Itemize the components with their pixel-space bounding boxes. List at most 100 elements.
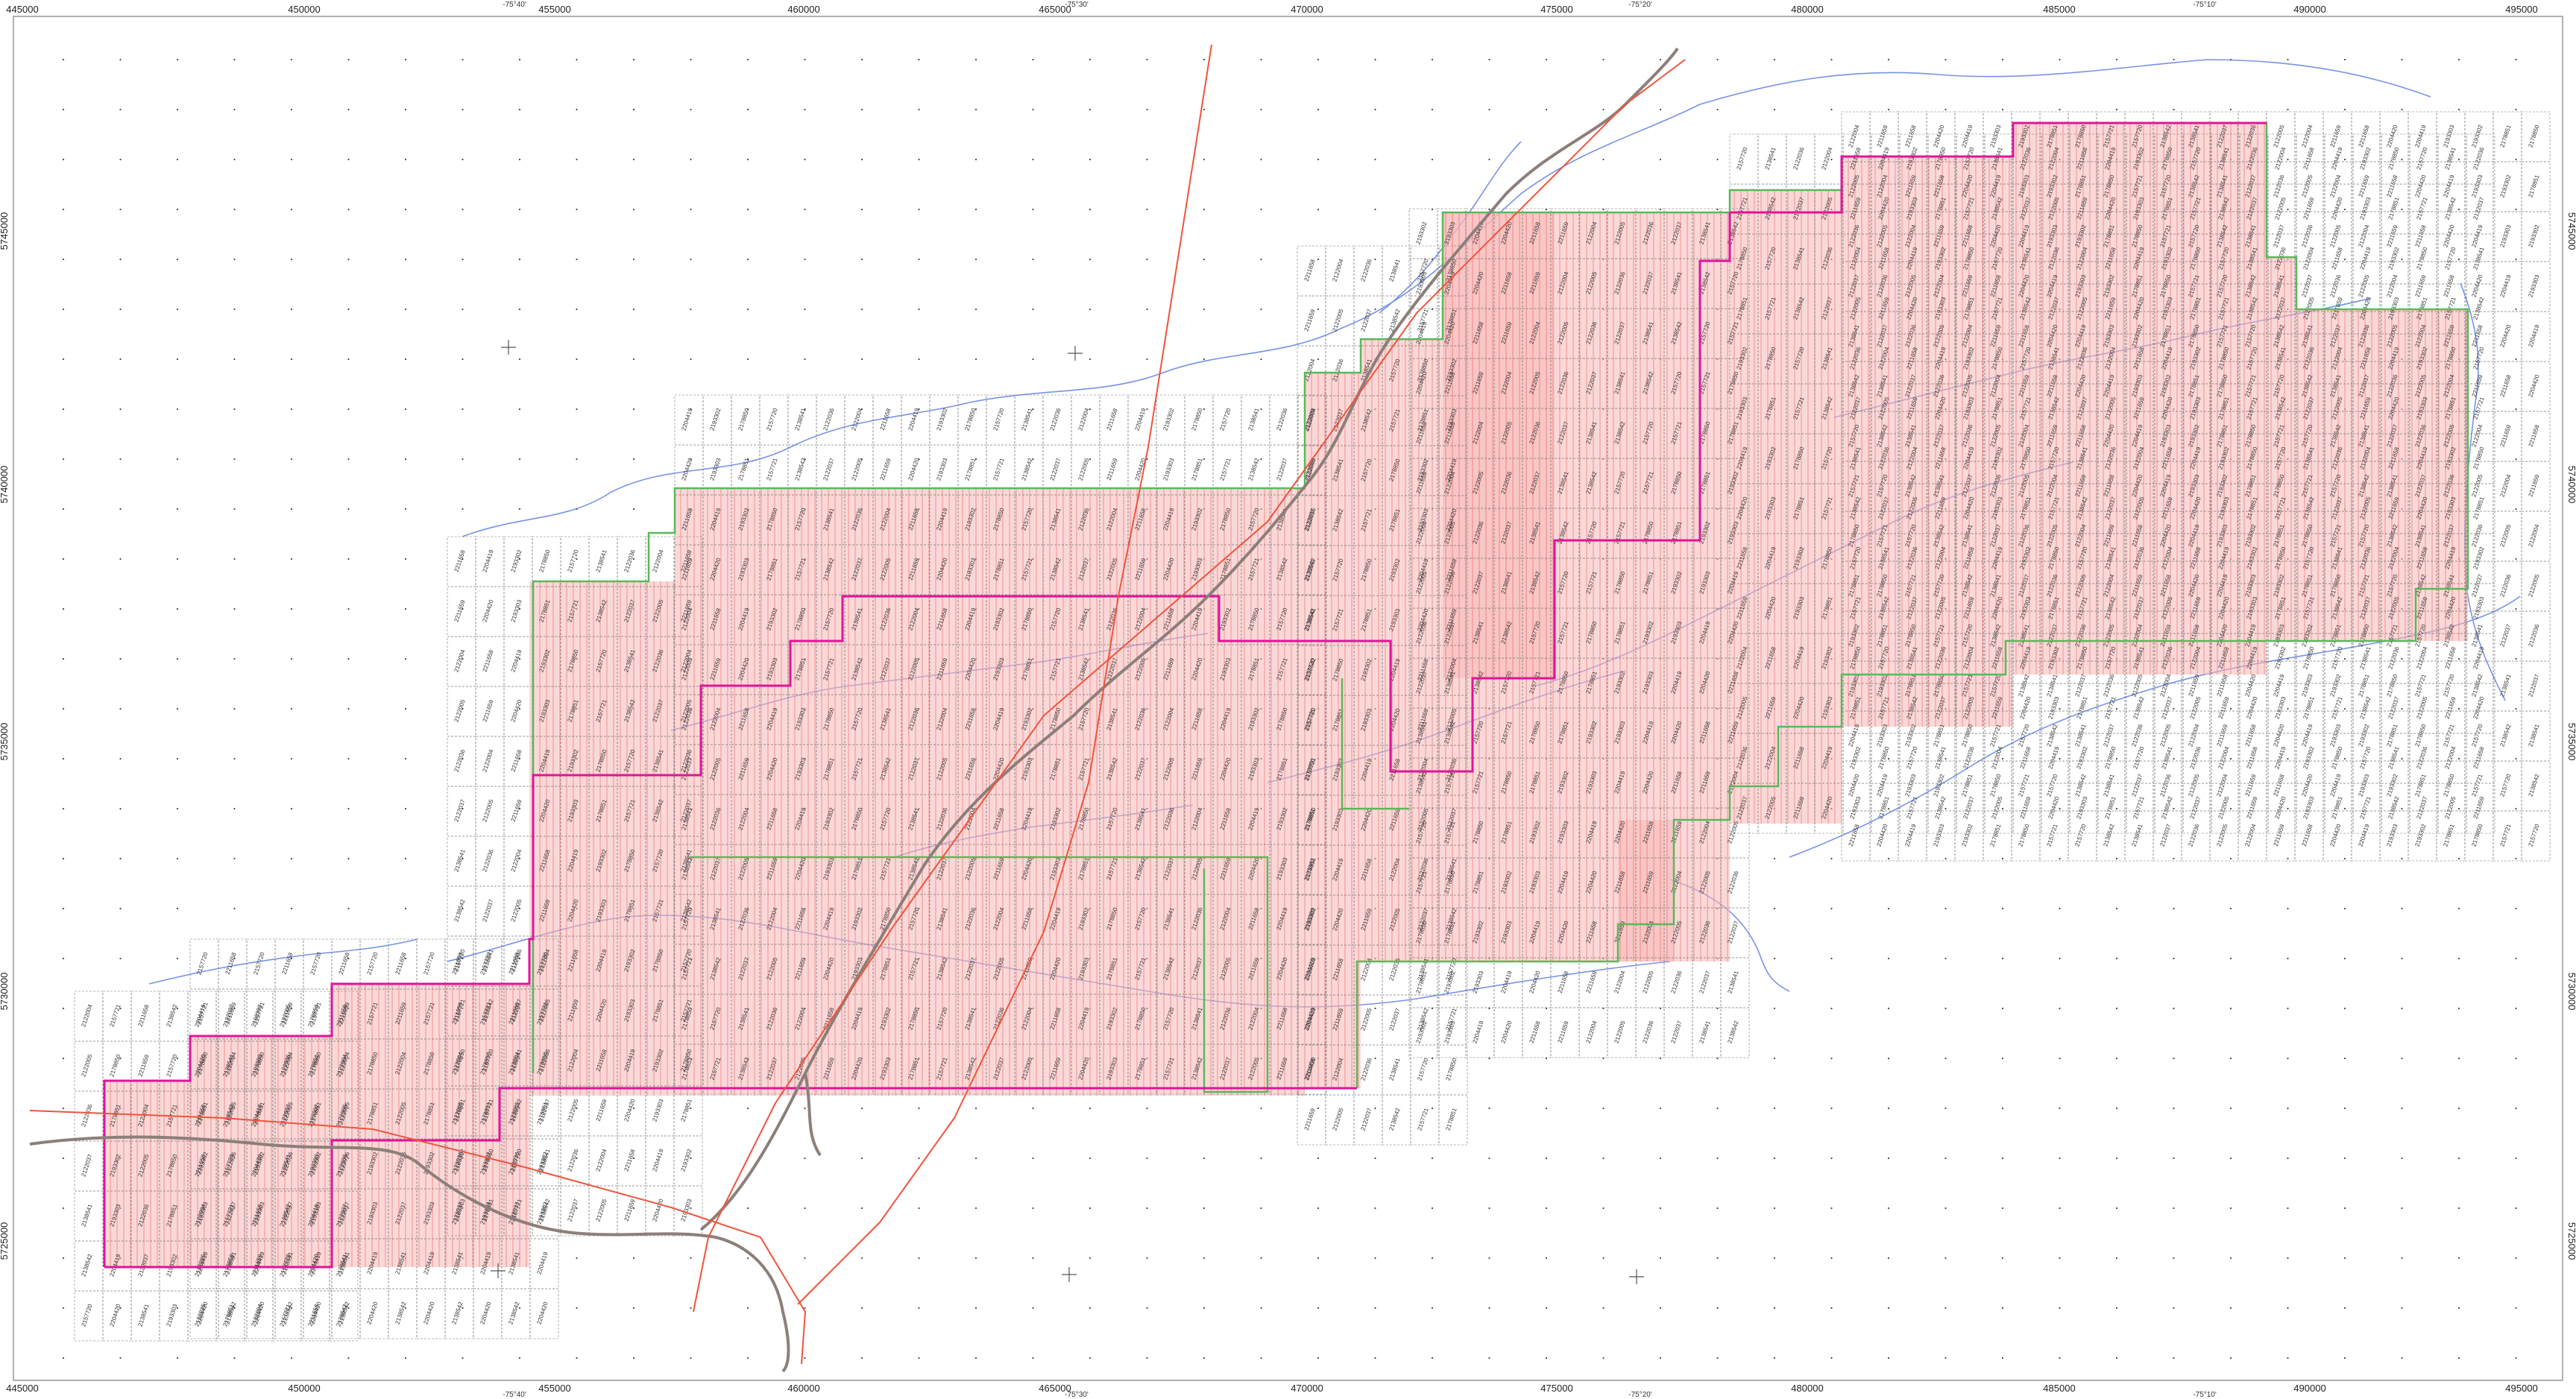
claim-cell-number: 2122036 <box>2528 623 2541 648</box>
claim-cell-number: 2204419 <box>2443 174 2456 198</box>
grid-dot <box>347 707 350 710</box>
claim-cell <box>1720 757 1750 809</box>
longitude-label-top: -75°40' <box>503 1 526 9</box>
claim-cell-number: 2193302 <box>1961 823 1974 847</box>
grid-dot <box>860 208 863 211</box>
grid-dot <box>2173 1007 2175 1010</box>
claim-cell <box>673 736 703 787</box>
grid-dot <box>233 108 236 111</box>
claim-cell-number: 2211659 <box>2386 224 2399 247</box>
claim-cell-number: 2122004 <box>1991 745 2004 770</box>
grid-dot <box>62 508 65 511</box>
claim-cell-number: 2122004 <box>2188 723 2201 748</box>
grid-dot <box>1545 108 1548 111</box>
grid-dot <box>1602 1057 1605 1060</box>
grid-dot <box>404 1307 407 1310</box>
claim-cell <box>673 1085 703 1137</box>
grid-dot <box>518 58 521 61</box>
claim-cell-number: 2122005 <box>1332 1107 1345 1131</box>
grid-dot <box>1488 208 1490 211</box>
claim-cell-number: 2122005 <box>482 798 495 823</box>
grid-dot <box>2515 1157 2517 1160</box>
claim-cell-number: 2122037 <box>2273 224 2286 248</box>
claim-cell <box>1297 894 1327 945</box>
grid-dot <box>2115 1107 2118 1110</box>
grid-dot <box>1260 358 1262 361</box>
claim-cell-number: 2138541 <box>2046 673 2059 698</box>
claim-cell-number: 2122036 <box>1276 407 1289 432</box>
grid-dot <box>1203 1307 1206 1310</box>
claim-cell-number: 2122004 <box>595 1148 608 1172</box>
claim-cell-number: 2193302 <box>2472 546 2486 570</box>
claim-cell-number: 2122037 <box>2416 795 2429 820</box>
grid-dot <box>2287 158 2289 161</box>
northing-label-left: 5730000 <box>0 973 10 1011</box>
grid-dot <box>974 1107 977 1110</box>
claim-cell-number: 2204420 <box>2047 795 2061 820</box>
grid-dot <box>1488 1157 1490 1160</box>
grid-dot <box>347 558 350 560</box>
claim-cell-number: 2122036 <box>567 1148 580 1172</box>
claim-cell-number: 2193302 <box>936 407 949 432</box>
claim-cell-number: 2178851 <box>1445 1107 1458 1131</box>
claim-cell-number: 2122036 <box>1792 146 1806 171</box>
claim-cell-number: 2211659 <box>2358 174 2371 198</box>
grid-dot <box>62 1057 65 1060</box>
grid-dot <box>1716 108 1719 111</box>
claim-cell-number: 2157720 <box>2472 346 2486 370</box>
claim-cell <box>1438 645 1468 696</box>
claim-cell-number: 2193302 <box>2329 673 2343 698</box>
claim-cell-number: 2122005 <box>851 457 864 481</box>
claim-block-hatch <box>1443 212 1555 678</box>
grid-dot <box>1032 1357 1034 1359</box>
grid-dot <box>918 1207 920 1210</box>
grid-dot <box>690 1157 692 1160</box>
easting-label-bottom: 480000 <box>1791 1383 1823 1394</box>
grid-dot <box>119 508 122 511</box>
claim-cell-number: 2157720 <box>766 407 779 432</box>
grid-dot <box>1545 208 1548 211</box>
claim-cell <box>1297 444 1327 496</box>
claim-cell-number: 2122005 <box>2273 124 2286 148</box>
claim-cell-number: 2138542 <box>2359 695 2372 720</box>
claim-cell-number: 2122037 <box>1049 457 1062 481</box>
grid-dot <box>290 607 293 610</box>
claim-cell-number: 2138542 <box>2528 773 2541 798</box>
grid-dot <box>1944 108 1947 111</box>
bottom-longitude-labels: -75°40' -75°30' -75°20' -75°10' <box>503 1391 2217 1399</box>
claim-cell-number: 2178851 <box>2414 773 2428 798</box>
grid-dot <box>2401 1157 2403 1160</box>
grid-dot <box>462 607 464 610</box>
claim-cell-number: 2204419 <box>1961 124 1974 148</box>
grid-dot <box>462 807 464 810</box>
northing-label-left: 5740000 <box>0 466 10 504</box>
claim-cell-number: 2122004 <box>81 1003 94 1028</box>
grid-dot <box>1431 1007 1434 1010</box>
grid-dot <box>62 1207 65 1210</box>
claim-cell-number: 2157720 <box>2443 673 2456 698</box>
grid-dot <box>290 208 293 211</box>
claim-cell-number: 2204420 <box>2443 224 2456 248</box>
claim-cell-number: 2138541 <box>794 407 807 432</box>
grid-dot <box>1830 108 1833 111</box>
claim-cell-number: 2178851 <box>2331 795 2344 820</box>
claim-cell-number: 2122037 <box>2103 723 2116 748</box>
top-easting-labels: 445000 450000 455000 460000 465000 470000 4750… <box>6 4 2537 15</box>
claim-cell-number: 2193303 <box>1849 795 1862 820</box>
grid-dot <box>1716 1357 1719 1359</box>
grid-dot <box>1773 158 1776 161</box>
grid-dot <box>1944 58 1947 61</box>
grid-dot <box>1887 1307 1890 1310</box>
grid-dot <box>1146 458 1148 461</box>
grid-dot <box>290 1307 293 1310</box>
grid-dot <box>1830 158 1833 161</box>
claim-cell-number: 2204419 <box>2471 224 2484 248</box>
northing-label-right: 5740000 <box>2566 466 2576 504</box>
claim-cell-number: 2138542 <box>1247 457 1261 481</box>
grid-dot <box>1431 1207 1434 1210</box>
claim-cell-number: 2211659 <box>2188 673 2201 697</box>
grid-dot <box>1260 258 1262 261</box>
claim-cell-number: 2122004 <box>2386 274 2399 298</box>
grid-dot <box>1602 1107 1605 1110</box>
